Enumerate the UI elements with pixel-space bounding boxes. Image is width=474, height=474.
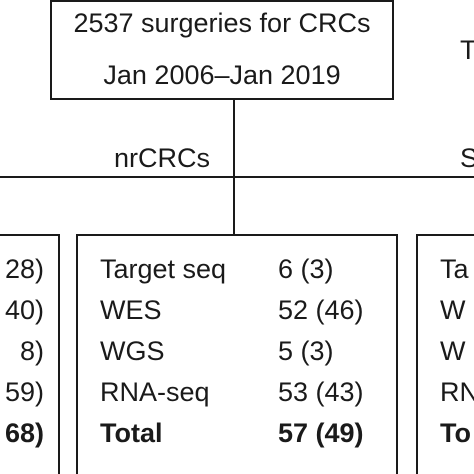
row-label: WES <box>100 295 162 325</box>
date-range-text: Jan 2006–Jan 2019 <box>103 60 341 90</box>
row-label: RNA-seq <box>100 377 210 407</box>
row-label: WGS <box>100 336 165 366</box>
connector-vertical-middle <box>233 178 235 234</box>
connector-horizontal <box>0 176 474 178</box>
right-row-fragment: Ta <box>440 254 469 284</box>
right-cohort-box: Ta W W RN To <box>416 234 474 474</box>
right-branch-fragment: S <box>460 143 474 173</box>
nrcrcs-cohort-box: Target seq 6 (3) WES 52 (46) WGS 5 (3) R… <box>76 234 398 474</box>
left-row-fragment: 59) <box>4 377 44 407</box>
right-row-fragment: W <box>440 336 466 366</box>
row-value: 6 (3) <box>278 254 334 284</box>
row-value: 57 (49) <box>278 418 364 448</box>
right-row-fragment: RN <box>440 377 474 407</box>
branch-label-nrcrcs: nrCRCs <box>114 143 211 173</box>
left-row-fragment: 8) <box>19 336 44 366</box>
left-row-fragment: 28) <box>4 254 44 284</box>
row-value: 5 (3) <box>278 336 334 366</box>
surgeries-box: 2537 surgeries for CRCs Jan 2006–Jan 201… <box>50 0 394 100</box>
right-top-fragment: T <box>460 35 474 65</box>
row-value: 53 (43) <box>278 377 364 407</box>
row-value: 52 (46) <box>278 295 364 325</box>
left-row-fragment: 40) <box>4 295 44 325</box>
surgeries-count-text: 2537 surgeries for CRCs <box>73 8 371 38</box>
right-row-fragment-total: To <box>440 418 471 448</box>
left-row-fragment-total: 68) <box>4 418 44 448</box>
left-cohort-box: 28) 40) 8) 59) 68) <box>0 234 60 474</box>
row-label: Total <box>100 418 163 448</box>
row-label: Target seq <box>100 254 227 284</box>
right-row-fragment: W <box>440 295 466 325</box>
connector-vertical-top <box>233 100 235 178</box>
